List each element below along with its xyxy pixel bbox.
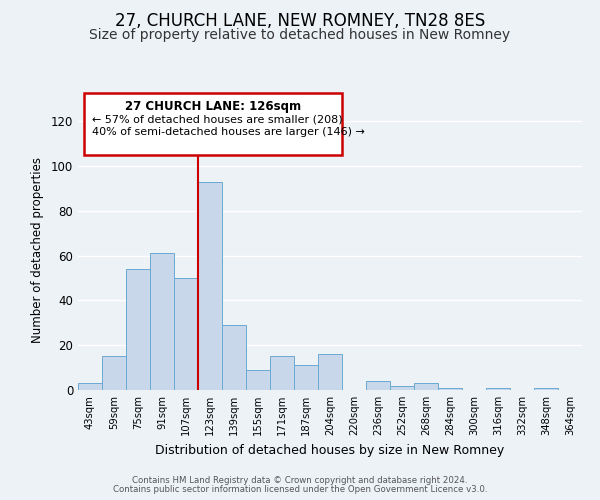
- Bar: [126, 269, 150, 390]
- Bar: [534, 388, 558, 390]
- Text: Contains HM Land Registry data © Crown copyright and database right 2024.: Contains HM Land Registry data © Crown c…: [132, 476, 468, 485]
- Text: 27 CHURCH LANE: 126sqm: 27 CHURCH LANE: 126sqm: [125, 100, 301, 113]
- Text: Contains public sector information licensed under the Open Government Licence v3: Contains public sector information licen…: [113, 485, 487, 494]
- Bar: [270, 356, 294, 390]
- Y-axis label: Number of detached properties: Number of detached properties: [31, 157, 44, 343]
- Bar: [198, 182, 222, 390]
- Bar: [414, 384, 438, 390]
- Bar: [222, 325, 246, 390]
- Text: 40% of semi-detached houses are larger (146) →: 40% of semi-detached houses are larger (…: [92, 126, 365, 136]
- Bar: [318, 354, 342, 390]
- Bar: [246, 370, 270, 390]
- Bar: [294, 366, 318, 390]
- Text: 27, CHURCH LANE, NEW ROMNEY, TN28 8ES: 27, CHURCH LANE, NEW ROMNEY, TN28 8ES: [115, 12, 485, 30]
- Bar: [102, 356, 126, 390]
- Text: ← 57% of detached houses are smaller (208): ← 57% of detached houses are smaller (20…: [92, 114, 343, 124]
- Bar: [150, 254, 174, 390]
- X-axis label: Distribution of detached houses by size in New Romney: Distribution of detached houses by size …: [155, 444, 505, 456]
- Bar: [486, 388, 510, 390]
- Bar: [366, 381, 390, 390]
- Text: Size of property relative to detached houses in New Romney: Size of property relative to detached ho…: [89, 28, 511, 42]
- Bar: [174, 278, 198, 390]
- Bar: [390, 386, 414, 390]
- Bar: [438, 388, 462, 390]
- Bar: [78, 384, 102, 390]
